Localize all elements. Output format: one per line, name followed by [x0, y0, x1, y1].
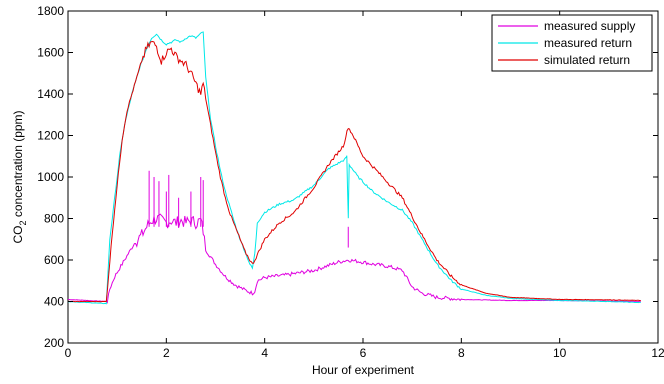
y-tick-label: 200 [44, 336, 64, 350]
series-lines [67, 31, 641, 305]
y-tick-label: 1600 [37, 46, 64, 60]
series-line-measured-return [67, 31, 641, 305]
y-label-subscript: 2 [18, 221, 28, 226]
legend: measured supply measured return simulate… [491, 14, 653, 72]
x-tick-label: 4 [261, 346, 268, 360]
y-tick-label: 800 [44, 212, 64, 226]
series-line-simulated-return [68, 40, 641, 303]
series-line-measured-supply [67, 213, 641, 304]
y-tick-label: 400 [44, 295, 64, 309]
y-tick-label: 1800 [37, 4, 64, 18]
legend-label-simulated-return: simulated return [544, 53, 630, 67]
y-tick-label: 1400 [37, 87, 64, 101]
x-tick-label: 10 [553, 346, 567, 360]
x-axis-label: Hour of experiment [312, 363, 415, 377]
x-tick-label: 8 [458, 346, 465, 360]
y-axis-label: CO2 concentration (ppm) [11, 110, 28, 243]
x-axis-ticks: 0 2 4 6 8 10 12 [65, 11, 664, 360]
y-label-rest: concentration (ppm) [11, 110, 25, 220]
legend-label-measured-return: measured return [544, 36, 632, 50]
x-tick-label: 6 [360, 346, 367, 360]
y-axis-ticks: 200 400 600 800 1000 1200 1400 1600 1800 [37, 4, 658, 350]
x-tick-label: 12 [651, 346, 664, 360]
x-tick-label: 0 [65, 346, 72, 360]
y-tick-label: 600 [44, 253, 64, 267]
legend-label-measured-supply: measured supply [544, 19, 635, 33]
y-tick-label: 1200 [37, 129, 64, 143]
y-label-main: CO [11, 226, 25, 244]
y-tick-label: 1000 [37, 170, 64, 184]
x-tick-label: 2 [163, 346, 170, 360]
